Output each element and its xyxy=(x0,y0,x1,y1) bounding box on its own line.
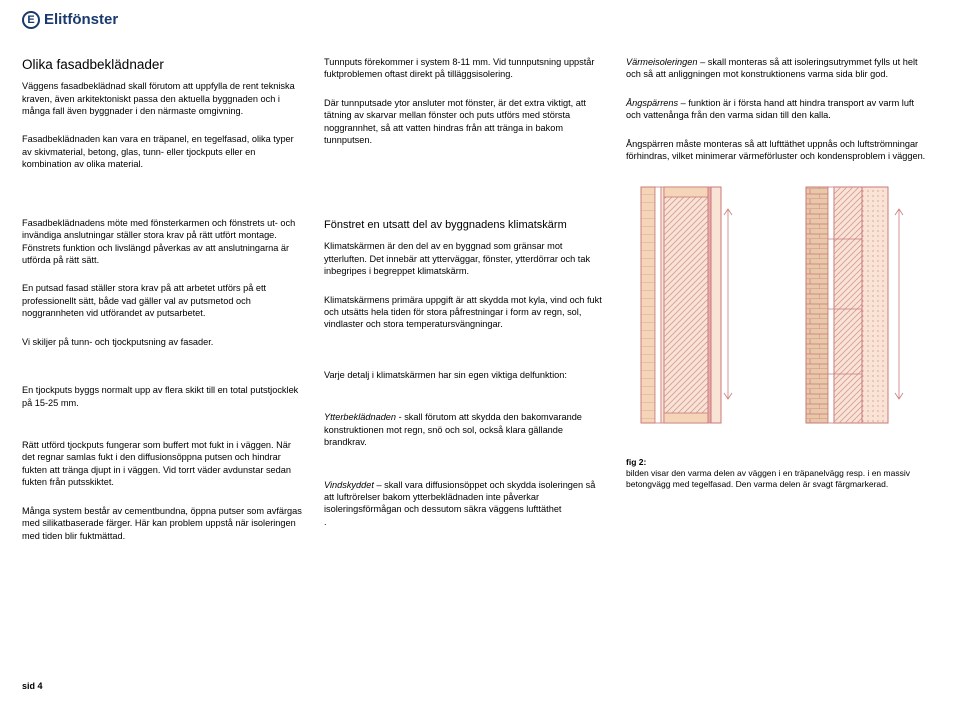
col3-p3: Ångspärren måste monteras så att lufttät… xyxy=(626,138,926,163)
col2-p4: Klimatskärmens primära uppgift är att sk… xyxy=(324,294,604,331)
col1-p6: En tjockputs byggs normalt upp av flera … xyxy=(22,384,302,409)
column-3: Värmeisoleringen – skall monteras så att… xyxy=(626,56,926,544)
figure-caption: fig 2: bilden visar den varma delen av v… xyxy=(626,457,926,490)
col1-p2: Fasadbeklädnaden kan vara en träpanel, e… xyxy=(22,133,302,170)
col2-p2: Där tunnputsade ytor ansluter mot fönste… xyxy=(324,97,604,147)
brand-logo: E Elitfönster xyxy=(22,10,118,30)
col2-subtitle: Fönstret en utsatt del av byggnadens kli… xyxy=(324,218,604,233)
col2-p6: Ytterbeklädnaden - skall förutom att sky… xyxy=(324,411,604,448)
col1-p8: Många system består av cementbundna, öpp… xyxy=(22,505,302,542)
column-2: Tunnputs förekommer i system 8-11 mm. Vi… xyxy=(324,56,604,544)
logo-mark: E xyxy=(22,11,40,29)
col1-p4: En putsad fasad ställer stora krav på at… xyxy=(22,282,302,319)
col3-p2: Ångspärrens – funktion är i första hand … xyxy=(626,97,926,122)
col2-p3: Klimatskärmen är den del av en byggnad s… xyxy=(324,240,604,277)
col2-p7: Vindskyddet – skall vara diffusionsöppet… xyxy=(324,479,604,529)
logo-text: Elitfönster xyxy=(44,10,118,30)
col1-p3: Fasadbeklädnadens möte med fönsterkarmen… xyxy=(22,217,302,267)
col1-p5: Vi skiljer på tunn- och tjockputsning av… xyxy=(22,336,302,348)
page-content: Olika fasadbeklädnader Väggens fasadbekl… xyxy=(0,0,960,564)
wall-diagram-wood xyxy=(636,179,751,431)
page-number: sid 4 xyxy=(22,680,43,692)
wall-diagram-brick xyxy=(801,179,916,431)
wall-diagrams xyxy=(626,179,926,439)
col3-p1: Värmeisoleringen – skall monteras så att… xyxy=(626,56,926,81)
col1-title: Olika fasadbeklädnader xyxy=(22,56,302,74)
col1-p1: Väggens fasadbeklädnad skall förutom att… xyxy=(22,80,302,117)
col2-p1: Tunnputs förekommer i system 8-11 mm. Vi… xyxy=(324,56,604,81)
col1-p7: Rätt utförd tjockputs fungerar som buffe… xyxy=(22,439,302,489)
col2-p5: Varje detalj i klimatskärmen har sin ege… xyxy=(324,369,604,381)
column-1: Olika fasadbeklädnader Väggens fasadbekl… xyxy=(22,56,302,544)
